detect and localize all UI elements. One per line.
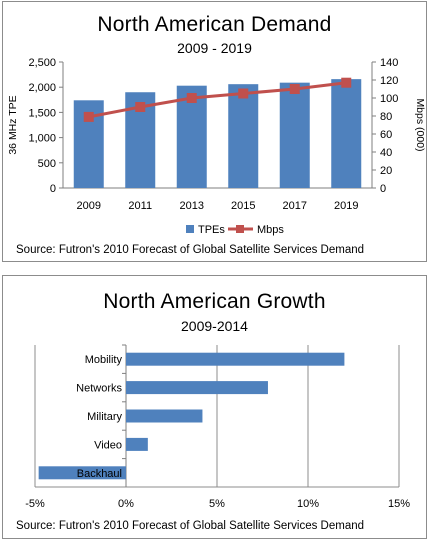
bar-growth (126, 437, 148, 451)
y-axis-title-left: 36 MHz TPE (7, 95, 19, 154)
bar-tpes (279, 82, 310, 188)
y-tick-label-right: 40 (380, 147, 392, 159)
y-tick-label-left: 2,500 (28, 57, 56, 69)
x-tick-label: 10% (297, 498, 319, 510)
bar-growth (126, 409, 203, 423)
y-tick-label-right: 120 (380, 75, 398, 87)
bar-tpes (228, 84, 259, 188)
y-tick-label: Mobility (85, 354, 123, 366)
y-tick-label-left: 0 (50, 183, 56, 195)
y-tick-label: Backhaul (77, 468, 122, 480)
x-tick-label: 2009 (77, 200, 101, 212)
legend-label-mbps: Mbps (257, 224, 284, 236)
marker-mbps (186, 93, 197, 103)
bar-growth (126, 352, 345, 366)
y-tick-label-right: 140 (380, 57, 398, 69)
growth-chart-source: Source: Futron's 2010 Forecast of Global… (16, 520, 365, 532)
y-tick-label-left: 2,000 (28, 82, 56, 94)
demand-chart-title: North American Demand (97, 13, 332, 36)
growth-chart-subtitle: 2009-2014 (181, 318, 248, 334)
marker-mbps (289, 84, 300, 94)
line-mbps (88, 81, 347, 119)
y-tick-label-right: 80 (380, 111, 392, 123)
y-tick-label-left: 1,000 (28, 133, 56, 145)
x-tick-label: -5% (25, 498, 45, 510)
growth-chart-panel: North American Growth 2009-2014 -5% 0% 5% 1… (2, 275, 427, 539)
x-tick-label: 5% (209, 498, 225, 510)
x-tick-label: 2015 (231, 200, 255, 212)
demand-chart-svg: 0 500 1,000 1,500 2,000 2,500 0 20 40 60 80 100 120 1… (7, 57, 426, 236)
y-tick-label-left: 1,500 (28, 107, 56, 119)
y-tick-label-left: 500 (38, 158, 56, 170)
y-tick-label-right: 20 (380, 165, 392, 177)
legend-label-tpes: TPEs (198, 224, 225, 236)
legend-swatch-tpes (186, 225, 194, 233)
legend-marker-mbps (236, 225, 244, 233)
y-tick-label: Military (87, 411, 122, 423)
marker-mbps (341, 77, 352, 88)
y-axis-title-right: Mbps (000) (414, 98, 426, 151)
growth-chart-title: North American Growth (103, 290, 326, 313)
y-tick-label-right: 60 (380, 129, 392, 141)
y-tick-label-right: 0 (380, 183, 386, 195)
marker-mbps (135, 102, 146, 112)
y-tick-label: Networks (76, 383, 122, 395)
bar-tpes (331, 79, 362, 188)
demand-chart-panel: North American Demand 2009 - 2019 0 500 1,… (2, 1, 427, 262)
marker-mbps (83, 111, 94, 122)
bar-growth (126, 381, 268, 395)
x-tick-label: 2019 (334, 200, 358, 212)
x-tick-label: 2013 (180, 200, 204, 212)
x-tick-label: 15% (388, 498, 410, 510)
x-tick-label: 2017 (283, 200, 307, 212)
marker-mbps (238, 88, 249, 99)
bar-growth (38, 466, 126, 480)
y-tick-label: Video (94, 439, 122, 451)
y-tick-label-right: 100 (380, 93, 398, 105)
growth-chart-svg: -5% 0% 5% 10% 15% Mobility Networks Military Vid… (25, 344, 410, 510)
demand-chart-source: Source: Futron's 2010 Forecast of Global… (16, 244, 365, 256)
x-tick-label: 0% (118, 498, 134, 510)
x-tick-label: 2011 (128, 200, 152, 212)
demand-chart-subtitle: 2009 - 2019 (177, 40, 252, 56)
